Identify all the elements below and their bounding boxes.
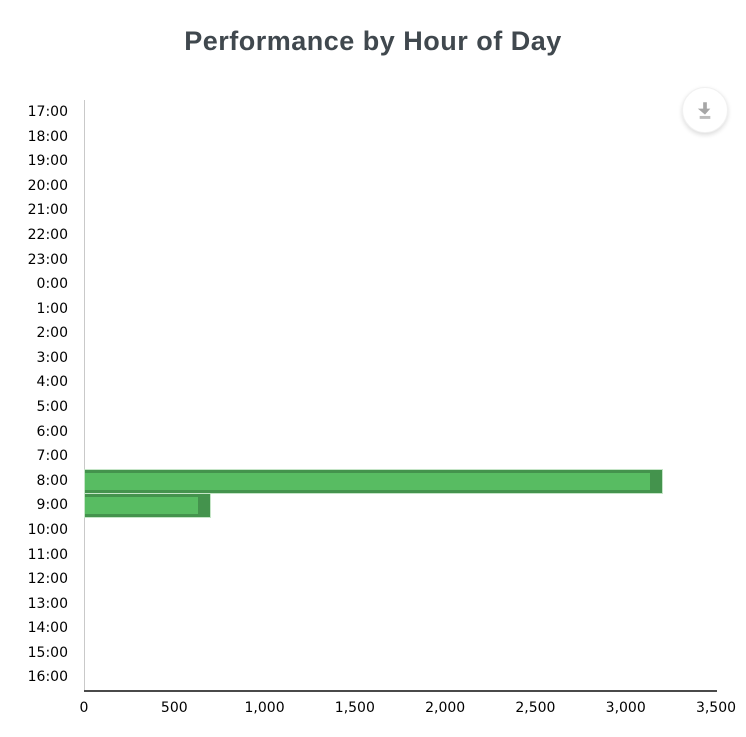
y-axis-label: 16:00 — [27, 669, 68, 686]
y-axis-label: 11:00 — [27, 546, 68, 563]
y-axis-label: 13:00 — [27, 595, 68, 612]
x-axis-label: 3,500 — [695, 700, 737, 716]
y-axis-label: 0:00 — [36, 276, 68, 293]
x-axis-label: 500 — [160, 700, 188, 716]
y-axis-label: 7:00 — [36, 448, 68, 465]
download-icon — [694, 99, 716, 121]
y-axis-label: 22:00 — [27, 226, 68, 243]
y-axis-label: 23:00 — [27, 251, 68, 268]
bar-9:00[interactable] — [85, 494, 210, 518]
y-axis-label: 8:00 — [36, 472, 68, 489]
y-axis-label: 6:00 — [36, 423, 68, 440]
bar-8:00[interactable] — [85, 469, 662, 493]
y-axis-label: 14:00 — [27, 620, 68, 637]
export-menu-button[interactable] — [682, 87, 728, 133]
y-axis-label: 1:00 — [36, 300, 68, 317]
y-axis-label: 17:00 — [27, 104, 68, 120]
y-axis-label: 10:00 — [27, 521, 68, 538]
y-axis-line — [84, 100, 85, 690]
y-axis-label: 15:00 — [27, 644, 68, 661]
y-axis-label: 12:00 — [27, 571, 68, 588]
bar-front-face — [85, 472, 650, 490]
y-axis-label: 2:00 — [36, 325, 68, 342]
chart-title: Performance by Hour of Day — [184, 26, 562, 56]
y-axis-label: 20:00 — [27, 177, 68, 194]
x-axis-label: 2,000 — [425, 700, 466, 716]
y-axis-label: 21:00 — [27, 202, 68, 219]
x-axis-line — [84, 690, 717, 692]
bar-front-face — [85, 497, 198, 515]
y-axis-label: 5:00 — [36, 399, 68, 415]
x-axis-label: 1,000 — [244, 700, 285, 716]
x-axis-label: 1,500 — [334, 700, 375, 716]
y-axis-label: 3:00 — [36, 349, 68, 366]
y-axis-label: 18:00 — [27, 128, 68, 145]
x-axis-label: 2,500 — [515, 700, 556, 716]
y-axis-label: 19:00 — [27, 153, 68, 170]
x-axis-label: 0 — [79, 700, 89, 716]
y-axis-label: 4:00 — [36, 374, 68, 391]
x-axis-label: 3,000 — [605, 700, 646, 716]
y-axis-label: 9:00 — [36, 497, 68, 514]
